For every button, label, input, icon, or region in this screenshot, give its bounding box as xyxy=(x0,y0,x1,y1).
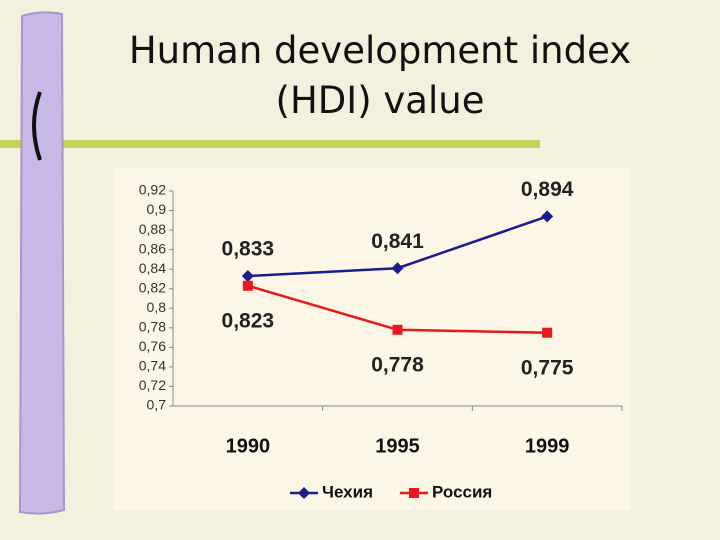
y-tick-label: 0,9 xyxy=(147,201,167,217)
scroll-bar xyxy=(18,11,66,515)
y-tick-label: 0,72 xyxy=(139,377,166,393)
data-point xyxy=(241,270,254,283)
y-tick-label: 0,86 xyxy=(139,240,166,256)
y-tick-label: 0,92 xyxy=(139,182,166,198)
y-tick-label: 0,74 xyxy=(139,358,166,374)
data-point xyxy=(242,280,253,291)
data-point xyxy=(541,210,554,223)
legend-label: Россия xyxy=(432,482,492,501)
y-tick-label: 0,84 xyxy=(139,260,166,276)
slide-title: Human development index (HDI) value xyxy=(128,29,632,122)
y-tick-label: 0,8 xyxy=(147,299,167,315)
data-point xyxy=(542,327,553,338)
y-tick-label: 0,76 xyxy=(139,338,166,354)
data-label: 0,778 xyxy=(371,353,424,376)
data-point xyxy=(391,262,404,275)
chart-area xyxy=(113,168,631,510)
legend-label: Чехия xyxy=(322,482,373,501)
y-tick-label: 0,82 xyxy=(139,279,166,295)
x-tick-label: 1990 xyxy=(226,435,271,457)
green-rule xyxy=(0,140,540,148)
data-label: 0,833 xyxy=(222,238,275,261)
x-tick-label: 1999 xyxy=(525,435,570,457)
y-tick-label: 0,78 xyxy=(139,319,166,335)
data-label: 0,775 xyxy=(521,356,574,379)
data-label: 0,841 xyxy=(371,230,424,253)
y-tick-label: 0,88 xyxy=(139,221,166,237)
scroll-curl xyxy=(32,91,42,161)
legend-marker xyxy=(409,488,419,498)
y-tick-label: 0,7 xyxy=(147,397,167,413)
legend-marker xyxy=(298,487,310,499)
data-label: 0,894 xyxy=(521,178,574,201)
data-point xyxy=(392,324,403,335)
data-label: 0,823 xyxy=(222,309,275,332)
x-tick-label: 1995 xyxy=(375,435,420,457)
